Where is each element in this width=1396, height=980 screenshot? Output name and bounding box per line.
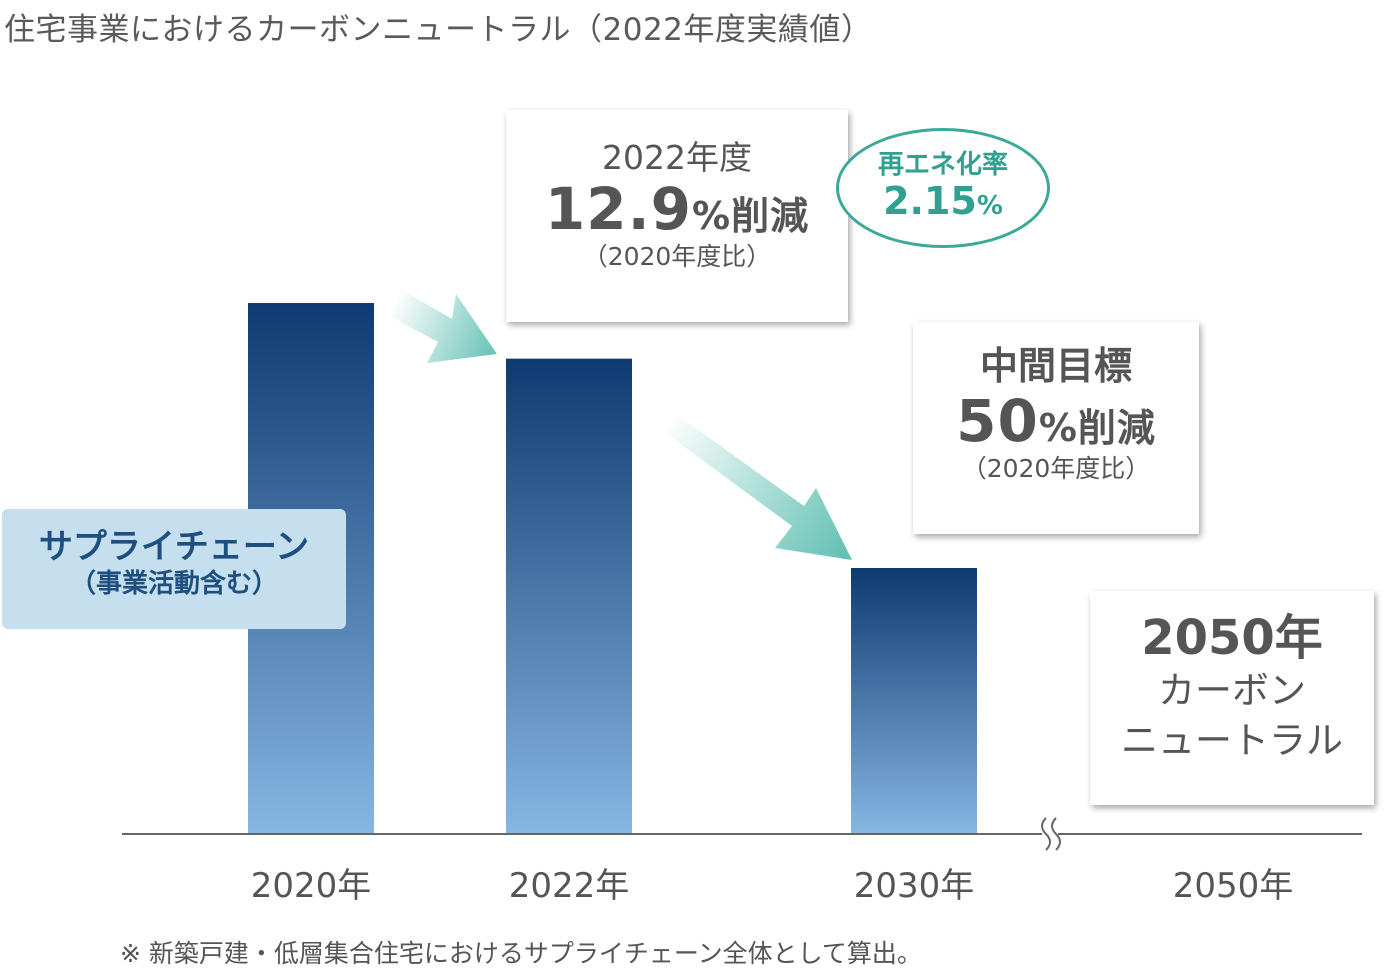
target-callout: 中間目標 50%削減 （2020年度比） xyxy=(913,322,1199,534)
x-tick-label-2020: 2020年 xyxy=(250,866,372,906)
result-value: 12.9%削減 xyxy=(506,174,848,243)
scope-line1: サプライチェーン xyxy=(38,527,310,567)
bar-1 xyxy=(506,358,632,833)
renewable-value: 2.15% xyxy=(839,178,1047,224)
bar-2 xyxy=(851,568,977,833)
goal-line3: ニュートラル xyxy=(1121,719,1343,763)
goal-callout: 2050年 カーボン ニュートラル xyxy=(1090,591,1374,805)
target-title: 中間目標 xyxy=(979,344,1132,388)
decrease-arrow-2 xyxy=(664,414,852,560)
result-year: 2022年度 xyxy=(602,138,752,177)
x-tick-label-2022: 2022年 xyxy=(508,866,630,906)
x-tick-label-2050: 2050年 xyxy=(1172,866,1294,906)
renewable-number: 2.15 xyxy=(883,178,977,223)
result-number: 12.9 xyxy=(544,174,693,243)
goal-year: 2050年 xyxy=(1141,610,1323,666)
target-number: 50 xyxy=(956,386,1039,455)
result-callout: 2022年度 12.9%削減 （2020年度比） xyxy=(506,110,848,322)
result-unit: %削減 xyxy=(692,193,810,238)
target-note: （2020年度比） xyxy=(961,454,1151,484)
scope-label: サプライチェーン （事業活動含む） xyxy=(2,509,346,629)
chart-title: 住宅事業におけるカーボンニュートラル（2022年度実績値） xyxy=(4,12,873,48)
target-value: 50%削減 xyxy=(913,386,1199,455)
renewable-label: 再エネ化率 xyxy=(877,150,1008,180)
result-note: （2020年度比） xyxy=(582,242,772,272)
axis-break-icon xyxy=(1041,817,1051,851)
footnote: ※ 新築戸建・低層集合住宅におけるサプライチェーン全体として算出。 xyxy=(120,939,922,968)
decrease-arrow-1 xyxy=(386,290,497,363)
renewable-unit: % xyxy=(976,190,1003,221)
renewable-rate-badge: 再エネ化率 2.15% xyxy=(836,128,1050,248)
axis-break-icon-2 xyxy=(1051,817,1061,851)
scope-line2: （事業活動含む） xyxy=(69,568,278,599)
target-unit: %削減 xyxy=(1038,405,1156,450)
goal-line2: カーボン xyxy=(1158,669,1306,713)
x-tick-label-2030: 2030年 xyxy=(853,866,975,906)
